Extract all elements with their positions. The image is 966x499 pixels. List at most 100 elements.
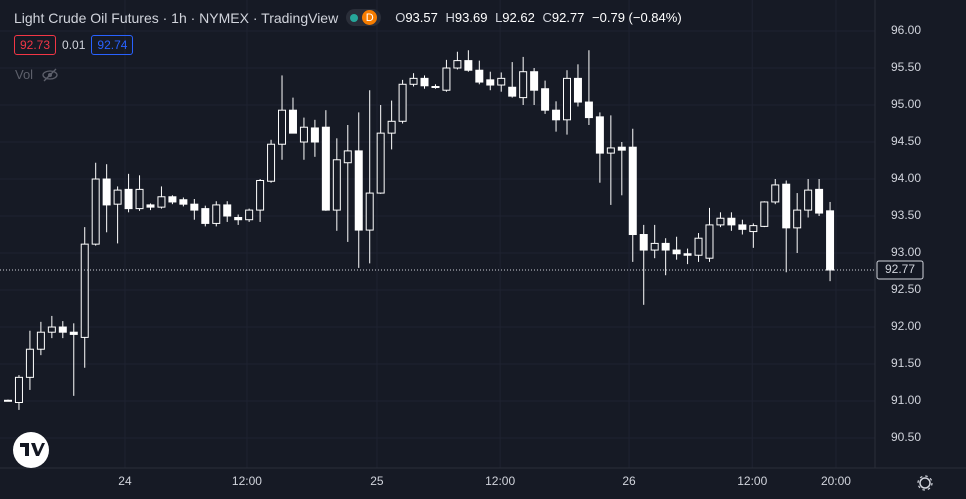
y-tick-label: 93.00 (891, 245, 921, 259)
candle-body (628, 146, 637, 236)
candle-body (113, 189, 122, 205)
header: Light Crude Oil Futures · 1h · NYMEX · T… (14, 9, 686, 26)
x-tick-label: 26 (622, 474, 636, 488)
ohlc-legend: O93.57 H93.69 L92.62 C92.77 −0.79 (−0.84… (395, 10, 685, 25)
candle-body (267, 143, 276, 182)
candle-body (705, 224, 714, 259)
low-label: L (495, 10, 503, 25)
candle-body (683, 253, 692, 256)
candle-body (245, 209, 254, 221)
x-tick-label: 25 (370, 474, 384, 488)
candle-body (278, 109, 287, 145)
candle-body (212, 204, 221, 224)
candle-body (223, 204, 232, 217)
candle-body (782, 183, 791, 229)
candle-body (398, 83, 407, 122)
spread: 0.01 (62, 38, 86, 52)
candle-body (815, 188, 824, 214)
candle-body (661, 242, 670, 251)
candle-body (409, 77, 418, 85)
candle-body (321, 126, 330, 211)
y-tick-label: 95.50 (891, 60, 921, 74)
candle-body (475, 69, 484, 83)
x-tick-label: 12:00 (485, 474, 515, 488)
candle-body (519, 71, 528, 99)
y-tick-label: 90.50 (891, 430, 921, 444)
candle-body (497, 77, 506, 86)
candle-body (190, 203, 199, 211)
quote-row: 92.73 0.01 92.74 (14, 35, 134, 55)
x-tick-label: 24 (118, 474, 132, 488)
x-tick-label: 12:00 (737, 474, 767, 488)
candle-body (420, 77, 429, 87)
candle-body (650, 242, 659, 251)
high-label: H (445, 10, 455, 25)
candle-body (69, 331, 78, 335)
candle-body (530, 71, 539, 91)
y-tick-label: 96.00 (891, 23, 921, 37)
candle-body (36, 331, 45, 350)
low-value: 92.62 (502, 10, 535, 25)
candle-body (310, 127, 319, 143)
candle-body (201, 208, 210, 224)
candle-body (694, 237, 703, 256)
candle-body (771, 184, 780, 203)
candle-body (826, 210, 835, 271)
market-dot (350, 13, 359, 22)
candle-body (14, 376, 23, 404)
candle-body (563, 77, 572, 121)
candle-body (256, 179, 265, 211)
x-tick-label: 20:00 (821, 474, 851, 488)
settings-icon[interactable] (917, 475, 933, 491)
bid-button[interactable]: 92.73 (14, 35, 57, 55)
y-tick-label: 95.00 (891, 97, 921, 111)
candle-body (91, 178, 100, 245)
candle-body (157, 196, 166, 208)
y-tick-label: 92.50 (891, 282, 921, 296)
candle-body (716, 217, 725, 226)
candle-body (541, 88, 550, 111)
symbol-title[interactable]: Light Crude Oil Futures · 1h · NYMEX · T… (14, 9, 339, 26)
candle-body (387, 120, 396, 134)
candle-body (584, 101, 593, 119)
candle-body (376, 132, 385, 194)
ask-button[interactable]: 92.74 (91, 35, 134, 55)
candle-body (595, 116, 604, 154)
candle-body (354, 150, 363, 231)
candle-body (727, 217, 736, 226)
close-value: 92.77 (551, 10, 585, 25)
candle-body (332, 159, 341, 211)
candle-body (486, 79, 495, 86)
candle-body (606, 147, 615, 154)
candle-body (552, 109, 561, 121)
candle-body (617, 146, 626, 151)
high-value: 93.69 (454, 10, 488, 25)
candle-body (453, 60, 462, 69)
x-tick-label: 12:00 (232, 474, 262, 488)
change-value: −0.79 (−0.84%) (592, 10, 682, 25)
candle-body (738, 224, 747, 230)
candle-body (749, 225, 758, 233)
candle-body (4, 399, 13, 402)
candle-body (80, 243, 89, 338)
tv-logo[interactable] (13, 432, 49, 468)
candle-body (464, 60, 473, 71)
candle-body (343, 150, 352, 164)
y-tick-label: 93.50 (891, 208, 921, 222)
last-price-label: 92.77 (885, 262, 915, 276)
y-tick-label: 94.00 (891, 171, 921, 185)
candle-body (234, 216, 243, 221)
candle-body (124, 188, 133, 210)
candle-body (431, 86, 440, 89)
y-tick-label: 92.00 (891, 319, 921, 333)
candle-body (47, 326, 56, 333)
candle-body (135, 188, 144, 210)
volume-legend: Vol (15, 67, 59, 82)
candle-body (804, 189, 813, 211)
open-value: 93.57 (405, 10, 438, 25)
status-badge[interactable]: D (346, 9, 382, 26)
hidden-eye-icon[interactable] (41, 68, 59, 82)
candle-body (573, 77, 582, 103)
